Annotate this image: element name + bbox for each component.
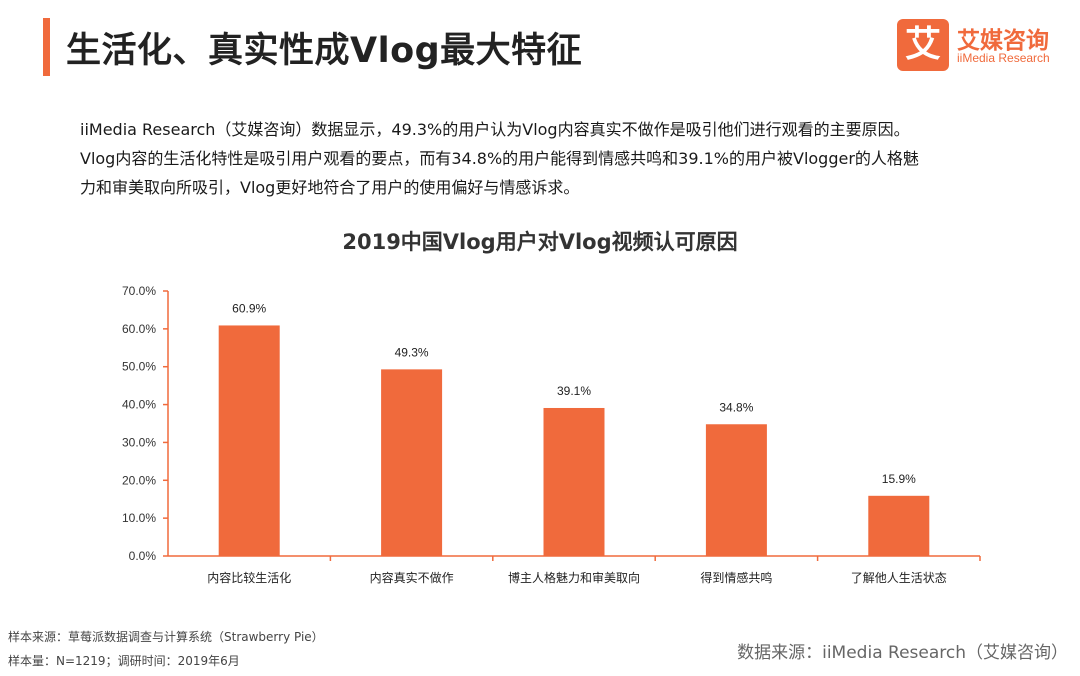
logo-mark-icon: 艾 xyxy=(897,19,949,71)
intro-paragraph: iiMedia Research（艾媒咨询）数据显示，49.3%的用户认为Vlo… xyxy=(80,115,1030,202)
sample-source-note: 样本来源：草莓派数据调查与计算系统（Strawberry Pie） xyxy=(8,630,324,644)
x-tick-label: 内容比较生活化 xyxy=(207,570,291,585)
bar xyxy=(868,495,930,556)
y-tick-label: 50.0% xyxy=(122,360,156,374)
logo-name-en: iiMedia Research xyxy=(957,51,1050,65)
intro-line: iiMedia Research（艾媒咨询）数据显示，49.3%的用户认为Vlo… xyxy=(80,120,910,139)
data-label: 15.9% xyxy=(882,472,916,486)
logo-name-cn: 艾媒咨询 xyxy=(957,28,1049,54)
bar xyxy=(705,424,767,556)
chart-title: 2019中国Vlog用户对Vlog视频认可原因 xyxy=(342,230,738,254)
y-tick-label: 70.0% xyxy=(122,284,156,298)
bar xyxy=(543,407,605,556)
data-source-note: 数据来源：iiMedia Research（艾媒咨询） xyxy=(737,643,1068,663)
title-accent-bar xyxy=(43,18,50,76)
bar xyxy=(381,369,443,556)
data-label: 49.3% xyxy=(395,345,429,359)
bar xyxy=(218,325,280,556)
page-title: 生活化、真实性成Vlog最大特征 xyxy=(66,31,583,71)
y-tick-label: 20.0% xyxy=(122,473,156,487)
data-label: 39.1% xyxy=(557,384,591,398)
x-tick-label: 得到情感共鸣 xyxy=(700,570,772,585)
x-tick-label: 了解他人生活状态 xyxy=(851,571,947,585)
y-tick-label: 60.0% xyxy=(122,322,156,336)
x-tick-label: 内容真实不做作 xyxy=(370,570,454,585)
y-tick-label: 30.0% xyxy=(122,435,156,449)
bar-chart: 0.0% 10.0% 20.0% 30.0% 40.0% 50.0% 60.0% 70.0% 6… xyxy=(122,284,981,585)
data-label: 34.8% xyxy=(719,400,753,414)
y-tick-label: 0.0% xyxy=(129,549,157,563)
y-tick-label: 40.0% xyxy=(122,398,156,412)
brand-logo: 艾 艾媒咨询 iiMedia Research xyxy=(897,19,1067,71)
sample-size-note: 样本量：N=1219；调研时间：2019年6月 xyxy=(8,654,240,668)
intro-line: Vlog内容的生活化特性是吸引用户观看的要点，而有34.8%的用户能得到情感共鸣… xyxy=(80,149,919,168)
y-tick-label: 10.0% xyxy=(122,511,156,525)
intro-line: 力和审美取向所吸引，Vlog更好地符合了用户的使用偏好与情感诉求。 xyxy=(80,178,580,197)
x-tick-label: 博主人格魅力和审美取向 xyxy=(508,570,640,585)
data-label: 60.9% xyxy=(232,301,266,315)
